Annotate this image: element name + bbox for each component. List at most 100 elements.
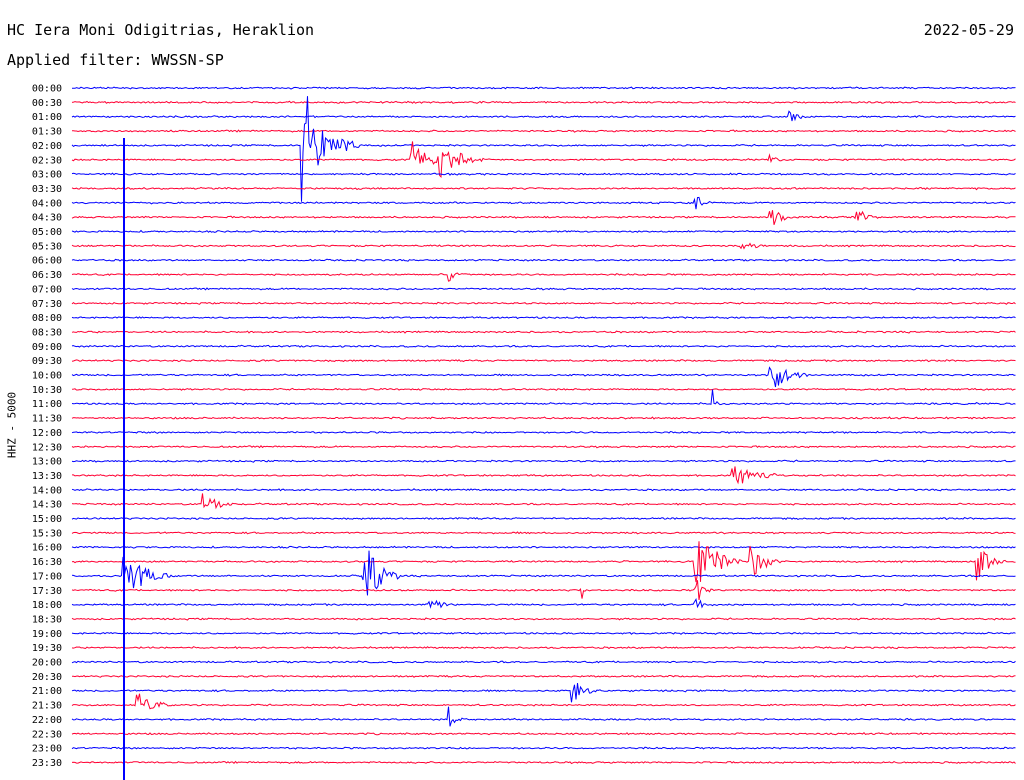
trace-line (71, 746, 1016, 750)
tick-label: 06:30 (32, 270, 62, 281)
trace-line (71, 674, 1016, 678)
tick-label: 09:30 (32, 356, 62, 367)
trace-line (71, 645, 1016, 650)
trace-line (71, 272, 1016, 282)
trace-line (72, 129, 1016, 133)
trace-line (71, 301, 1016, 305)
trace-line (71, 731, 1016, 736)
trace-line (71, 430, 1016, 434)
trace-line (71, 693, 1016, 710)
trace-line (71, 210, 1016, 225)
trace-line (71, 172, 1016, 176)
trace-line (71, 416, 1016, 420)
tick-label: 23:00 (32, 744, 62, 755)
trace-line (71, 517, 1016, 521)
tick-label: 16:30 (32, 557, 62, 568)
tick-label: 15:30 (32, 528, 62, 539)
trace-line (71, 229, 1016, 234)
trace-line (71, 545, 1016, 549)
tick-label: 20:30 (32, 672, 62, 683)
filter-label: Applied filter: WWSSN-SP (7, 51, 224, 69)
trace-line (71, 541, 1016, 583)
trace-line (71, 110, 1016, 122)
date-label: 2022-05-29 (923, 21, 1014, 39)
tick-label: 17:00 (32, 571, 62, 582)
tick-label: 01:00 (32, 112, 62, 123)
trace-line (71, 493, 1016, 510)
station-title: HC Iera Moni Odigitrias, Heraklion (7, 21, 315, 39)
tick-label: 07:30 (32, 299, 62, 310)
tick-label: 21:30 (32, 701, 62, 712)
tick-label: 15:00 (32, 514, 62, 525)
tick-label: 08:30 (32, 327, 62, 338)
tick-label: 12:00 (32, 428, 62, 439)
tick-label: 00:00 (32, 84, 62, 95)
tick-label: 19:30 (32, 643, 62, 654)
trace-line (71, 760, 1016, 765)
trace-line (71, 96, 1016, 202)
tick-label: 21:00 (32, 686, 62, 697)
trace-line (71, 242, 1016, 250)
trace-line (71, 316, 1016, 320)
trace-line (71, 86, 1016, 90)
tick-label: 00:30 (32, 98, 62, 109)
tick-label: 22:30 (32, 729, 62, 740)
trace-line (71, 580, 1016, 601)
trace-line (71, 387, 1016, 391)
trace-line (71, 287, 1016, 291)
trace-line (71, 196, 1016, 210)
tick-label: 20:00 (32, 658, 62, 669)
trace-line (71, 100, 1016, 104)
trace-line (71, 445, 1016, 449)
tick-label: 05:30 (32, 241, 62, 252)
tick-label: 10:30 (32, 385, 62, 396)
trace-line (71, 531, 1016, 535)
tick-label: 14:30 (32, 500, 62, 511)
trace-line (71, 598, 1016, 609)
tick-label: 19:00 (32, 629, 62, 640)
trace-line (71, 389, 1016, 406)
tick-label: 18:00 (32, 600, 62, 611)
tick-label: 07:00 (32, 284, 62, 295)
tick-label: 18:30 (32, 614, 62, 625)
trace-line (72, 466, 1016, 485)
trace-line (71, 617, 1016, 621)
tick-label: 22:00 (32, 715, 62, 726)
trace-line (71, 488, 1016, 492)
tick-label: 12:30 (32, 442, 62, 453)
tick-label: 16:00 (32, 543, 62, 554)
trace-line (71, 631, 1016, 635)
trace-line (71, 550, 1016, 596)
trace-line (71, 706, 1016, 727)
tick-label: 04:00 (32, 198, 62, 209)
tick-label: 03:30 (32, 184, 62, 195)
tick-label: 13:30 (32, 471, 62, 482)
tick-label: 11:30 (32, 414, 62, 425)
tick-label: 03:00 (32, 170, 62, 181)
tick-label: 02:00 (32, 141, 62, 152)
tick-label: 14:00 (32, 485, 62, 496)
trace-line (71, 330, 1016, 334)
tick-label: 09:00 (32, 342, 62, 353)
tick-label: 13:00 (32, 457, 62, 468)
tick-label: 05:00 (32, 227, 62, 238)
trace-line (71, 660, 1016, 664)
tick-label: 23:30 (32, 758, 62, 769)
tick-label: 02:30 (32, 155, 62, 166)
trace-line (71, 141, 1016, 178)
tick-label: 01:30 (32, 127, 62, 138)
trace-line (71, 366, 1016, 388)
trace-line (71, 186, 1016, 191)
tick-label: 06:00 (32, 256, 62, 267)
tick-label: 17:30 (32, 586, 62, 597)
trace-line (71, 459, 1016, 463)
tick-label: 08:00 (32, 313, 62, 324)
trace-line (71, 359, 1016, 363)
trace-line (71, 344, 1016, 348)
tick-label: 10:00 (32, 371, 62, 382)
tick-label: 04:30 (32, 213, 62, 224)
trace-line (71, 682, 1016, 703)
trace-line (71, 258, 1016, 262)
tick-label: 11:00 (32, 399, 62, 410)
